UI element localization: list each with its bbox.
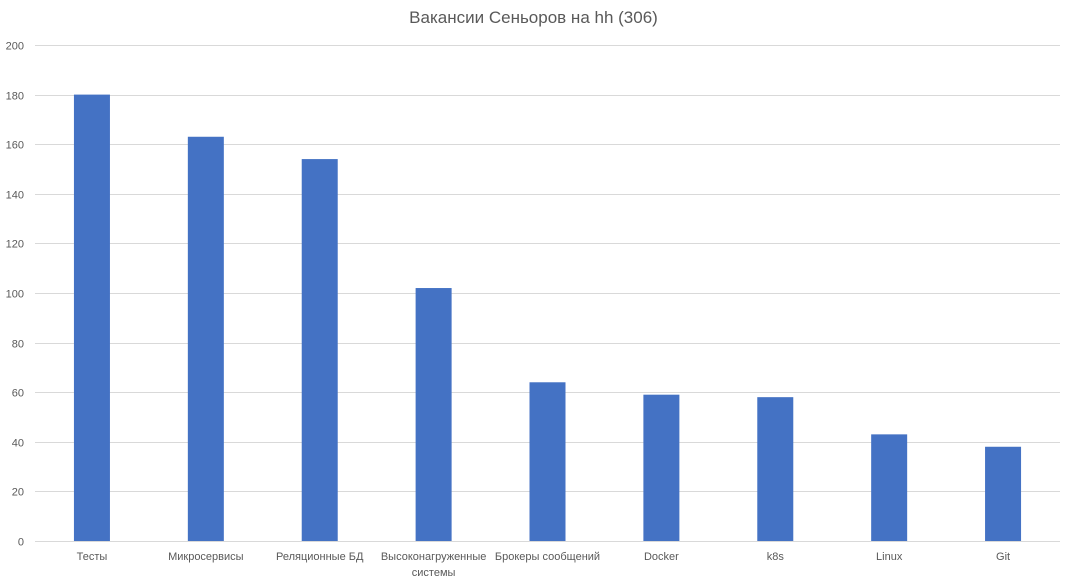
bar-4 — [529, 382, 566, 541]
y-tick-label-180: 180 — [6, 91, 24, 103]
bar-1 — [187, 136, 224, 541]
bar-0 — [73, 94, 110, 541]
x-category-label-4: Брокеры сообщений — [495, 551, 600, 563]
y-tick-label-40: 40 — [12, 438, 24, 450]
bar-6 — [757, 397, 794, 541]
x-category-label-8: Git — [996, 551, 1010, 563]
y-tick-label-60: 60 — [12, 388, 24, 400]
y-tick-label-120: 120 — [6, 239, 24, 251]
y-tick-label-0: 0 — [18, 537, 24, 549]
x-category-label-3-line-1: системы — [412, 567, 456, 578]
chart-title: Вакансии Сеньоров на hh (306) — [409, 8, 658, 27]
x-category-label-6: k8s — [767, 551, 785, 563]
bar-7 — [871, 434, 908, 541]
x-category-label-1: Микросервисы — [168, 551, 244, 563]
x-category-label-7: Linux — [876, 551, 903, 563]
y-tick-label-160: 160 — [6, 140, 24, 152]
bar-2 — [301, 159, 338, 541]
bar-5 — [643, 394, 680, 541]
bar-8 — [985, 446, 1022, 541]
x-category-label-0: Тесты — [77, 551, 108, 563]
x-category-label-3-line-0: Высоконагруженные — [381, 551, 487, 563]
y-tick-label-140: 140 — [6, 190, 24, 202]
y-tick-label-100: 100 — [6, 289, 24, 301]
x-category-label-5: Docker — [644, 551, 679, 563]
y-tick-label-200: 200 — [6, 41, 24, 53]
x-category-label-2: Реляционные БД — [276, 551, 364, 563]
bar-3 — [415, 288, 452, 541]
y-tick-label-20: 20 — [12, 487, 24, 499]
y-tick-label-80: 80 — [12, 339, 24, 351]
